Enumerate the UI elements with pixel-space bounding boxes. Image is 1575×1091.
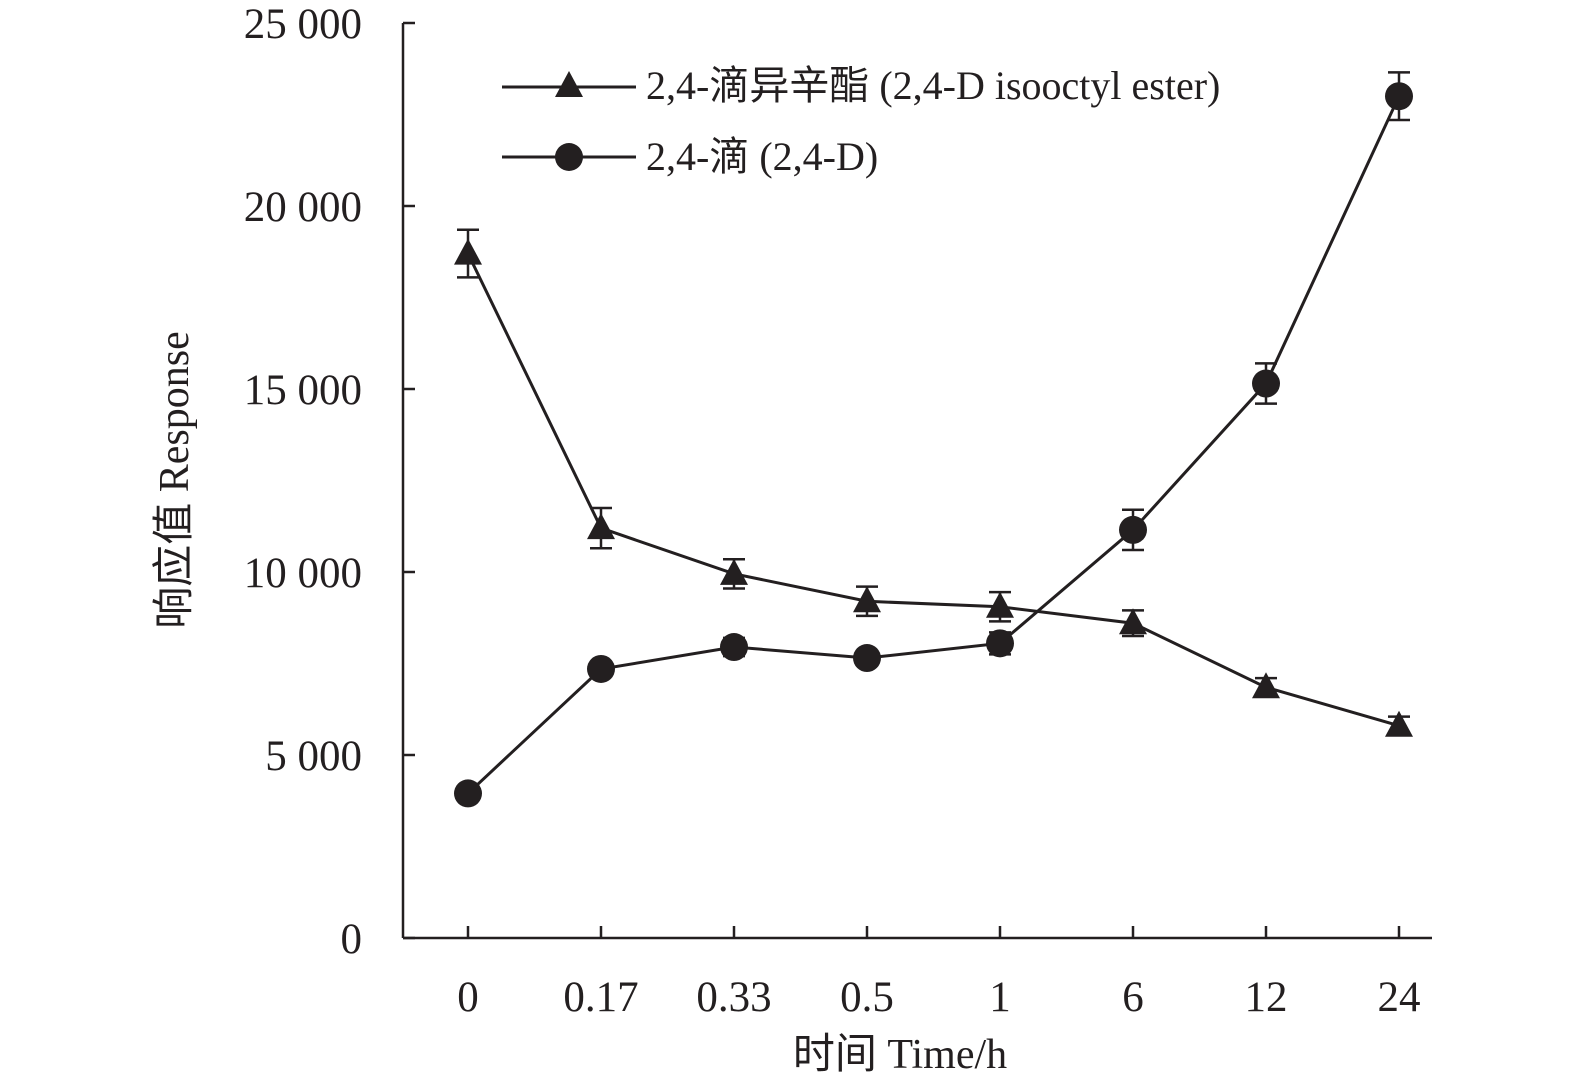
- x-tick-label: 0.17: [563, 974, 638, 1021]
- triangle-marker: [853, 586, 881, 613]
- triangle-marker: [454, 238, 482, 265]
- legend-triangle-marker: [555, 71, 583, 97]
- triangle-marker: [720, 558, 748, 585]
- circle-marker: [720, 633, 748, 662]
- triangle-marker: [1385, 710, 1413, 737]
- y-tick-label: 15 000: [244, 367, 362, 414]
- y-tick-label: 5 000: [265, 733, 362, 780]
- legend-item-24d: 2,4-滴 (2,4-D): [502, 134, 878, 179]
- chart-axes: [401, 23, 1432, 940]
- x-tick-label: 0.5: [840, 974, 894, 1021]
- legend: 2,4-滴异辛酯 (2,4-D isooctyl ester) 2,4-滴 (2…: [502, 63, 1220, 179]
- x-tick-label: 24: [1378, 974, 1421, 1021]
- circle-marker: [853, 644, 881, 673]
- triangle-marker: [1119, 608, 1147, 635]
- series-0: [454, 228, 1413, 737]
- series-line: [466, 95, 1401, 795]
- series-layer: [454, 71, 1413, 808]
- x-axis-ticks: 0 0.17 0.33 0.5 1 6 12 24: [457, 926, 1421, 1021]
- circle-marker: [1385, 82, 1413, 111]
- circle-marker: [1119, 515, 1147, 544]
- y-tick-label: 10 000: [244, 550, 362, 597]
- x-tick-label: 6: [1122, 974, 1144, 1021]
- y-tick-label: 0: [341, 916, 363, 963]
- circle-marker: [587, 654, 615, 683]
- triangle-marker: [986, 591, 1014, 618]
- series-1: [454, 71, 1413, 808]
- x-tick-label: 0.33: [696, 974, 771, 1021]
- circle-marker: [986, 629, 1014, 658]
- triangle-marker: [1252, 672, 1280, 699]
- x-axis-title: 时间 Time/h: [793, 1032, 1007, 1078]
- y-tick-label: 20 000: [244, 184, 362, 231]
- x-tick-label: 12: [1245, 974, 1288, 1021]
- y-tick-label: 25 000: [244, 1, 362, 48]
- circle-marker: [1252, 369, 1280, 398]
- legend-item-ester: 2,4-滴异辛酯 (2,4-D isooctyl ester): [502, 63, 1220, 108]
- legend-label-ester: 2,4-滴异辛酯 (2,4-D isooctyl ester): [646, 63, 1220, 108]
- y-axis-ticks: 0 5 000 10 000 15 000 20 000 25 000: [244, 1, 415, 963]
- circle-marker: [454, 779, 482, 808]
- legend-label-24d: 2,4-滴 (2,4-D): [646, 134, 878, 179]
- x-tick-label: 1: [989, 974, 1011, 1021]
- x-tick-label: 0: [457, 974, 479, 1021]
- legend-circle-marker: [555, 143, 583, 171]
- series-line: [466, 252, 1400, 728]
- y-axis-title: 响应值 Response: [151, 331, 198, 629]
- triangle-marker: [587, 513, 615, 540]
